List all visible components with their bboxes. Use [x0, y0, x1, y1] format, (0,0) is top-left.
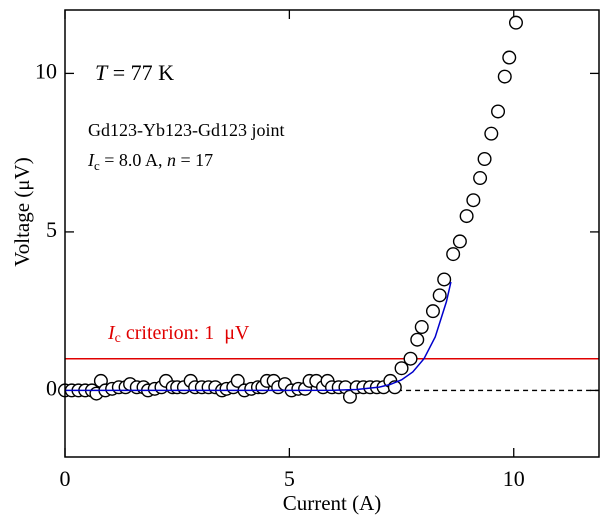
- temperature-label: T = 77 K: [95, 60, 174, 85]
- data-point: [414, 320, 429, 335]
- y-axis-label: Voltage (μV): [10, 157, 34, 266]
- sample-label: Gd123-Yb123-Gd123 joint: [88, 120, 285, 140]
- y-tick-label: 10: [35, 58, 57, 83]
- plot-frame: [64, 9, 600, 458]
- data-point: [473, 171, 488, 186]
- data-point: [446, 247, 461, 262]
- data-point: [477, 151, 492, 166]
- fit-label: Ic = 8.0 A, n = 17: [87, 150, 213, 173]
- data-point: [484, 126, 499, 141]
- data-point: [403, 351, 418, 366]
- x-tick-label: 0: [60, 466, 71, 491]
- data-point: [452, 234, 467, 249]
- data-point: [491, 104, 506, 119]
- data-point: [459, 209, 474, 224]
- y-tick-label: 5: [46, 217, 57, 242]
- data-point: [508, 15, 523, 30]
- data-point: [425, 304, 440, 319]
- x-tick-label: 10: [503, 466, 525, 491]
- data-point: [230, 373, 245, 388]
- x-axis-label: Current (A): [283, 491, 382, 515]
- y-tick-label: 0: [46, 375, 57, 400]
- data-point: [466, 193, 481, 208]
- data-point: [342, 389, 357, 404]
- data-point: [394, 361, 409, 376]
- data-point: [497, 69, 512, 84]
- data-point: [432, 288, 447, 303]
- data-point: [410, 332, 425, 347]
- data-point: [437, 272, 452, 287]
- criterion-label: Ic criterion: 1 μV: [107, 322, 250, 347]
- fit-line: [65, 281, 452, 392]
- x-tick-label: 5: [284, 466, 295, 491]
- data-point: [502, 50, 517, 65]
